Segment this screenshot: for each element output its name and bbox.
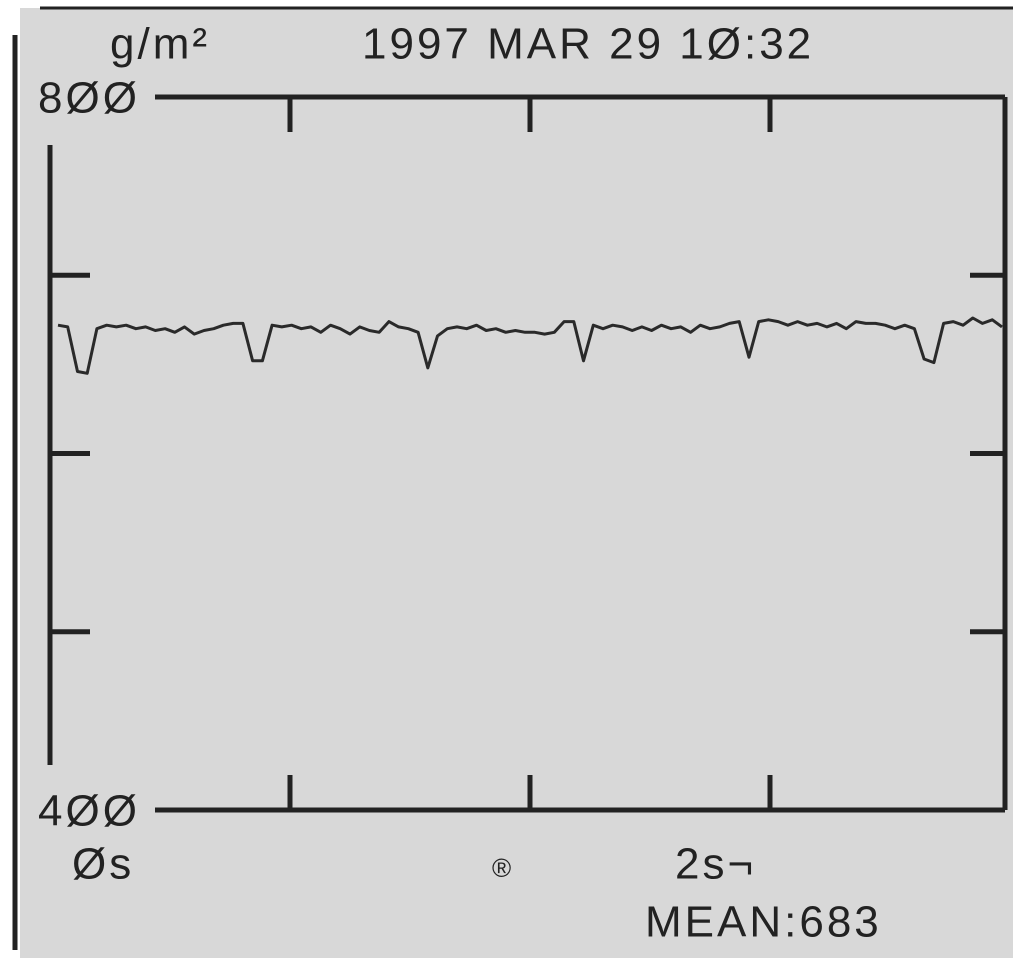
x-start-label: Øs (72, 840, 134, 889)
mean-label: MEAN:683 (645, 898, 882, 947)
screen-background (20, 8, 1013, 958)
y-tick-label: 4ØØ (38, 787, 140, 836)
x-end-label: 2s¬ (675, 840, 756, 889)
unit-label: g/m² (110, 20, 210, 69)
y-tick-label: 8ØØ (38, 74, 140, 123)
x-tick-marks (287, 97, 773, 810)
signal-line (57, 316, 1003, 375)
symbol: ® (492, 853, 514, 883)
timestamp: 1997 MAR 29 1Ø:32 (362, 20, 814, 69)
